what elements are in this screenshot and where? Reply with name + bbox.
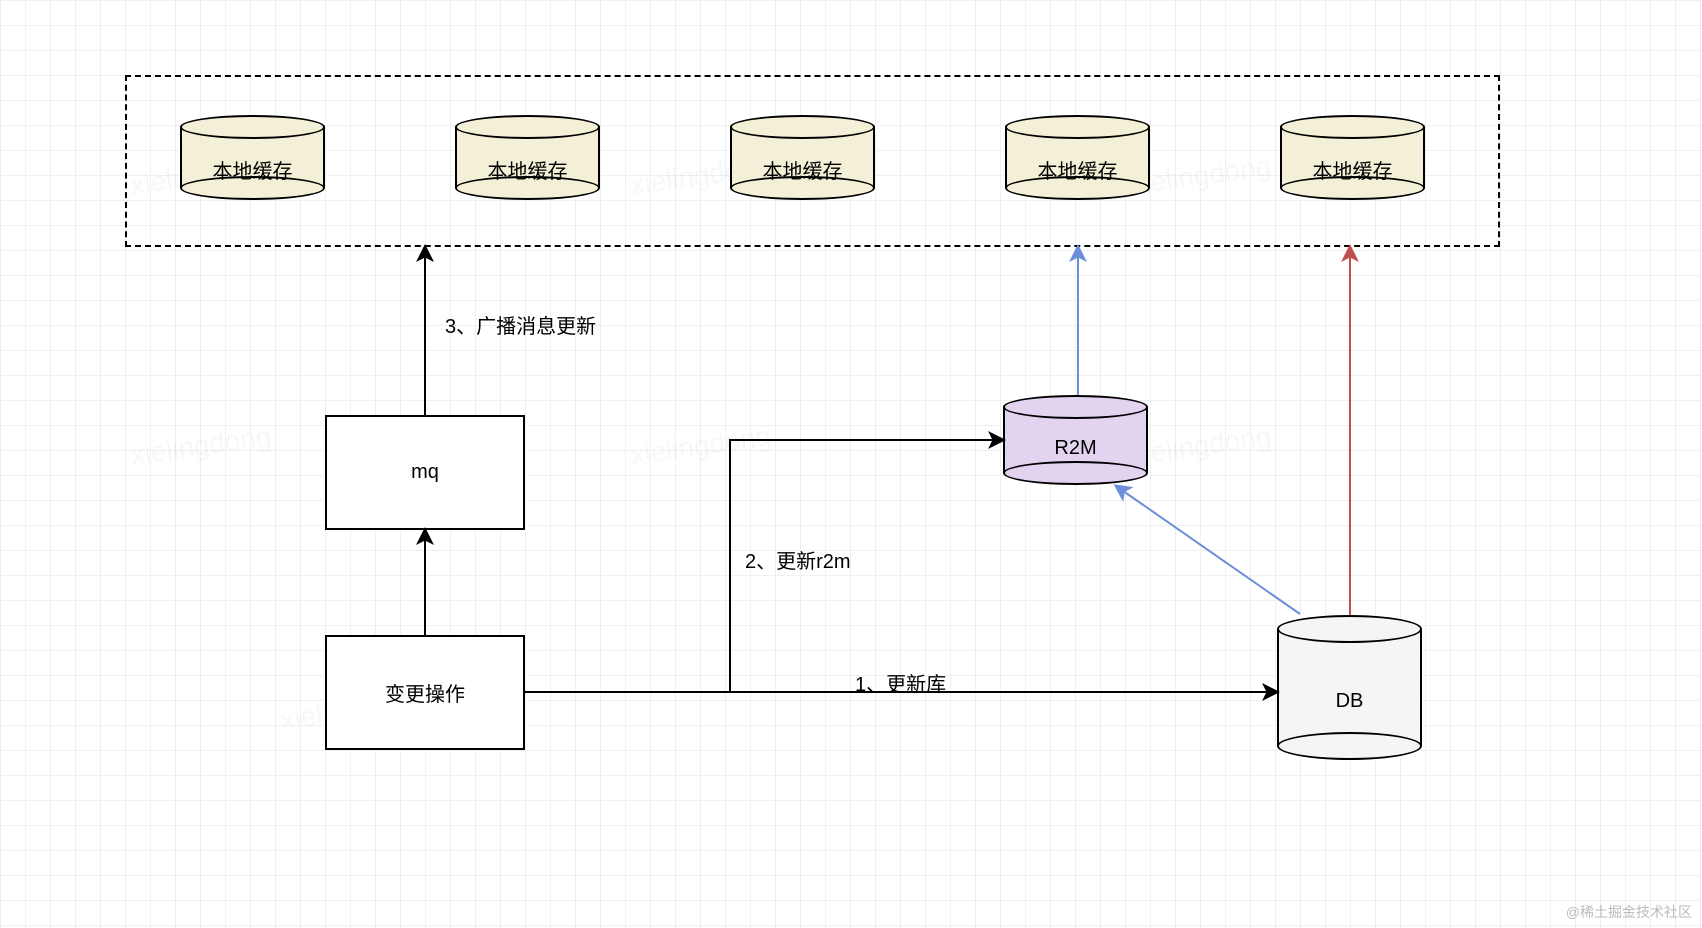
cache-cylinder-4: 本地缓存: [1280, 115, 1425, 200]
watermark-bg-1: xielingdong: [628, 420, 773, 471]
edge-label-2: 2、更新r2m: [745, 545, 851, 574]
change-label: 变更操作: [385, 678, 465, 707]
change-box: 变更操作: [325, 635, 525, 750]
edge-label-1: 1、更新库: [855, 668, 946, 697]
cache-label: 本地缓存: [455, 155, 600, 184]
watermark-bg-0: xielingdong: [128, 420, 273, 471]
r2m-cylinder: R2M: [1003, 395, 1148, 485]
edge-db-to-r2m: [1116, 486, 1300, 614]
watermark-attribution: @稀土掘金技术社区: [1566, 902, 1692, 922]
db-cylinder: DB: [1277, 615, 1422, 760]
cache-label: 本地缓存: [180, 155, 325, 184]
cache-cylinder-1: 本地缓存: [455, 115, 600, 200]
edge-label-3: 3、广播消息更新: [445, 310, 596, 339]
cache-cylinder-2: 本地缓存: [730, 115, 875, 200]
cache-cylinder-3: 本地缓存: [1005, 115, 1150, 200]
db-label: DB: [1277, 690, 1422, 713]
mq-label: mq: [411, 461, 439, 484]
cache-cylinder-0: 本地缓存: [180, 115, 325, 200]
cache-label: 本地缓存: [730, 155, 875, 184]
r2m-label: R2M: [1003, 437, 1148, 460]
cache-label: 本地缓存: [1280, 155, 1425, 184]
mq-box: mq: [325, 415, 525, 530]
watermark-bg-2: xielingdong: [1128, 420, 1273, 471]
cache-label: 本地缓存: [1005, 155, 1150, 184]
